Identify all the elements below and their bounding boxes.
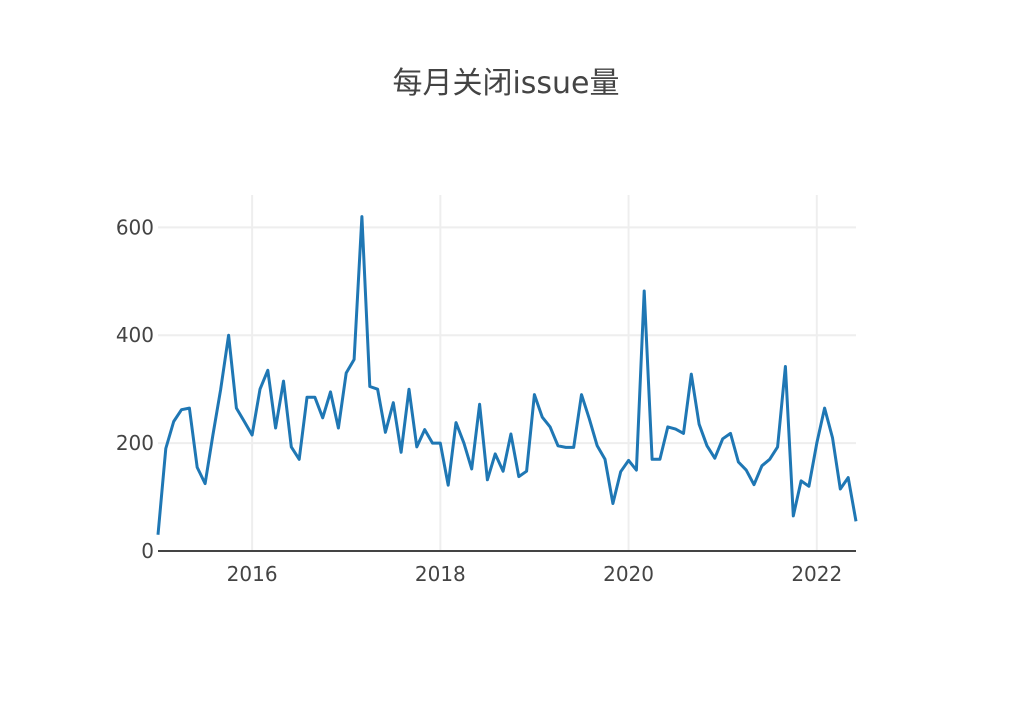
x-tick-label: 2016 [227, 562, 278, 586]
y-tick-label: 200 [116, 431, 154, 455]
y-tick-label: 0 [141, 539, 154, 563]
chart-title: 每月关闭issue量 [392, 66, 620, 101]
y-axis-ticks: 0 200 400 600 [116, 215, 154, 563]
x-tick-label: 2020 [603, 562, 654, 586]
x-tick-label: 2022 [791, 562, 842, 586]
series-line [156, 215, 858, 535]
x-tick-label: 2018 [415, 562, 466, 586]
grid-lines [158, 195, 856, 551]
y-tick-label: 400 [116, 323, 154, 347]
x-axis-ticks: 2016 2018 2020 2022 [227, 562, 843, 586]
y-tick-label: 600 [116, 215, 154, 239]
